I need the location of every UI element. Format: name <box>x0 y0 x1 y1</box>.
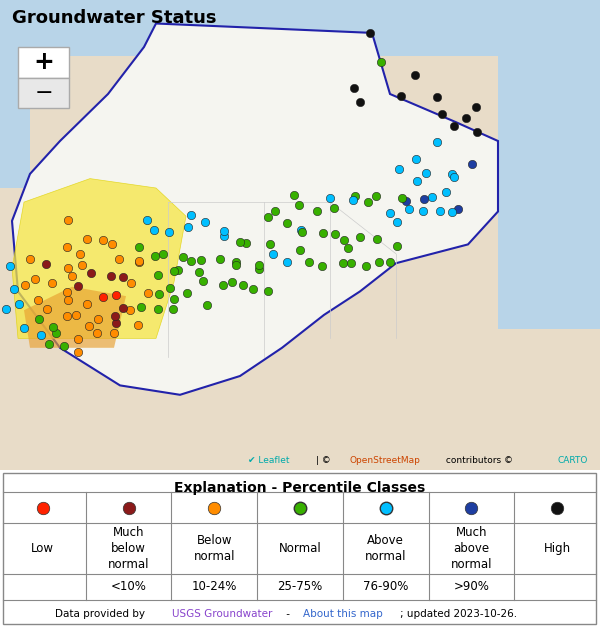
Bar <box>18 78 69 108</box>
Text: Much
below
normal: Much below normal <box>108 526 149 571</box>
Text: | ©: | © <box>313 456 334 465</box>
Text: 25-75%: 25-75% <box>277 581 323 594</box>
Polygon shape <box>12 23 498 395</box>
Text: +: + <box>33 50 54 74</box>
Text: Groundwater Status: Groundwater Status <box>12 9 217 28</box>
Text: <10%: <10% <box>110 581 146 594</box>
Text: Above
normal: Above normal <box>365 534 406 563</box>
Text: -: - <box>283 609 293 619</box>
Text: Normal: Normal <box>278 542 322 555</box>
Polygon shape <box>0 0 600 470</box>
Text: 10-24%: 10-24% <box>191 581 237 594</box>
Polygon shape <box>12 179 186 339</box>
Polygon shape <box>0 0 30 188</box>
Polygon shape <box>498 0 600 329</box>
Bar <box>18 47 69 78</box>
Text: Data provided by: Data provided by <box>55 609 148 619</box>
Text: CARTO: CARTO <box>558 456 589 465</box>
Text: contributors ©: contributors © <box>443 456 515 465</box>
Polygon shape <box>24 287 126 348</box>
Text: Explanation - Percentile Classes: Explanation - Percentile Classes <box>175 481 425 495</box>
Text: 76-90%: 76-90% <box>363 581 409 594</box>
Text: −: − <box>34 83 53 103</box>
Text: Low: Low <box>31 542 55 555</box>
Text: About this map: About this map <box>304 609 383 619</box>
Text: Much
above
normal: Much above normal <box>451 526 492 571</box>
Text: >90%: >90% <box>454 581 490 594</box>
Polygon shape <box>0 0 600 56</box>
Text: ; updated 2023-10-26.: ; updated 2023-10-26. <box>400 609 517 619</box>
Text: High: High <box>544 542 571 555</box>
Text: USGS Groundwater: USGS Groundwater <box>172 609 273 619</box>
Text: Below
normal: Below normal <box>194 534 235 563</box>
Text: ✔ Leaflet: ✔ Leaflet <box>248 456 290 465</box>
Text: OpenStreetMap: OpenStreetMap <box>349 456 420 465</box>
